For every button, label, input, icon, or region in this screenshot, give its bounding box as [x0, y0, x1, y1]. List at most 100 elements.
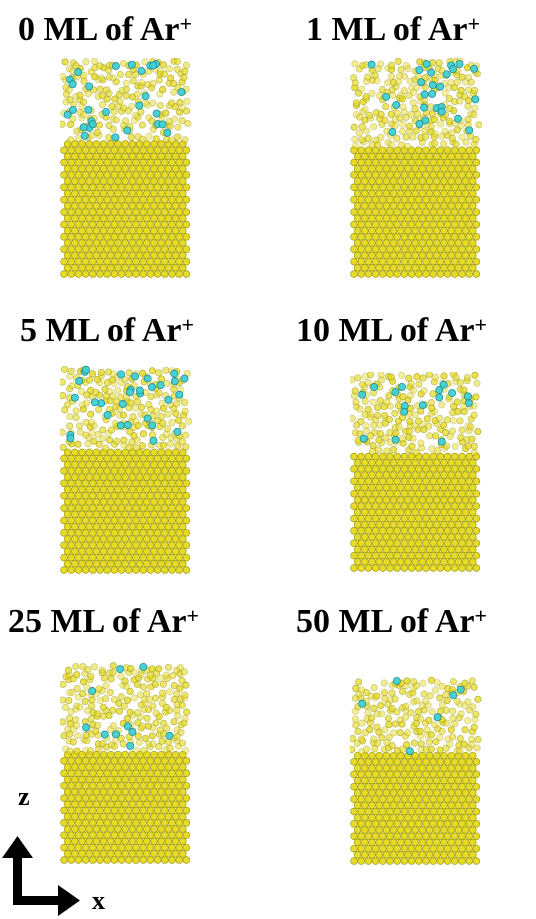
substrate-atom — [161, 454, 169, 463]
substrate-atom — [63, 825, 72, 833]
substrate-atom — [433, 520, 441, 529]
substrate-atom — [357, 782, 365, 791]
substrate-atom — [464, 717, 472, 725]
substrate-atom — [386, 195, 394, 204]
substrate-atom — [368, 558, 376, 566]
argon-ion — [392, 100, 401, 109]
substrate-atom — [356, 405, 364, 413]
argon-ion — [135, 101, 144, 110]
substrate-atom — [103, 566, 111, 574]
substrate-atom — [364, 807, 373, 816]
substrate-atom — [121, 775, 129, 784]
substrate-atom — [429, 477, 437, 486]
substrate-atom — [182, 769, 191, 778]
substrate-atom — [379, 758, 387, 766]
substrate-atom — [72, 407, 80, 415]
substrate-atom — [353, 471, 362, 479]
substrate-atom — [99, 788, 108, 796]
substrate-atom — [103, 541, 111, 549]
substrate-atom — [164, 448, 173, 457]
substrate-atom — [171, 152, 180, 161]
substrate-atom — [469, 177, 477, 185]
substrate-atom — [110, 467, 119, 475]
substrate-atom — [67, 220, 75, 229]
substrate-atom — [92, 775, 101, 784]
substrate-atom — [355, 678, 363, 686]
substrate-atom — [157, 812, 165, 821]
substrate-atom — [351, 60, 359, 68]
substrate-atom — [353, 164, 362, 173]
substrate-atom — [178, 438, 186, 446]
substrate-atom — [413, 83, 421, 91]
substrate-atom — [350, 123, 358, 131]
substrate-atom — [81, 467, 90, 475]
substrate-atom — [71, 473, 79, 481]
substrate-atom — [433, 202, 441, 210]
substrate-atom — [468, 435, 476, 443]
substrate-atom — [161, 856, 169, 864]
substrate-atom — [103, 769, 111, 778]
substrate-atom — [146, 467, 155, 475]
substrate-atom — [465, 195, 473, 204]
substrate-atom — [150, 850, 158, 858]
substrate-atom — [361, 105, 369, 113]
substrate-atom — [419, 679, 427, 687]
substrate-atom — [429, 857, 437, 865]
substrate-atom — [357, 220, 365, 229]
substrate-atom — [182, 794, 191, 802]
substrate-atom — [400, 158, 409, 167]
substrate-atom — [161, 220, 169, 229]
substrate-atom — [175, 856, 183, 864]
substrate-atom — [405, 374, 413, 382]
substrate-atom — [171, 788, 180, 796]
substrate-atom — [85, 560, 93, 568]
substrate-atom — [173, 58, 182, 66]
substrate-atom — [109, 722, 117, 730]
argon-ion — [135, 386, 144, 395]
substrate-atom — [171, 535, 180, 543]
substrate-atom — [440, 471, 448, 479]
substrate-atom — [425, 764, 434, 772]
substrate-atom — [125, 806, 133, 815]
substrate-atom — [379, 452, 387, 461]
substrate-atom — [429, 171, 437, 179]
substrate-atom — [389, 558, 398, 566]
substrate-atom — [179, 164, 187, 173]
slab-render-1ml — [350, 58, 482, 278]
substrate-atom — [106, 688, 114, 696]
substrate-atom — [83, 399, 91, 407]
substrate-atom — [109, 669, 117, 677]
substrate-atom — [465, 782, 473, 791]
substrate-atom — [411, 826, 419, 834]
substrate-atom — [417, 390, 425, 398]
substrate-atom — [400, 489, 409, 498]
substrate-atom — [125, 171, 133, 179]
substrate-atom — [411, 751, 419, 760]
argon-ion — [149, 61, 158, 70]
substrate-atom — [440, 764, 448, 772]
substrate-atom — [411, 214, 419, 223]
substrate-atom — [371, 807, 380, 816]
substrate-atom — [120, 104, 128, 112]
substrate-atom — [110, 491, 119, 500]
substrate-atom — [387, 140, 396, 148]
substrate-atom — [368, 751, 376, 760]
substrate-atom — [422, 770, 430, 779]
substrate-atom — [128, 251, 137, 260]
substrate-atom — [451, 233, 459, 241]
substrate-atom — [74, 158, 83, 167]
substrate-atom — [382, 483, 391, 492]
substrate-atom — [472, 514, 481, 523]
substrate-atom — [361, 496, 369, 504]
substrate-atom — [433, 545, 441, 554]
substrate-atom — [171, 522, 180, 531]
substrate-atom — [173, 400, 181, 408]
substrate-atom — [454, 189, 463, 198]
substrate-atom — [389, 177, 398, 185]
substrate-atom — [458, 514, 466, 523]
argon-ion — [398, 382, 406, 391]
substrate-atom — [81, 697, 89, 705]
substrate-atom — [96, 454, 104, 463]
substrate-atom — [472, 564, 481, 572]
substrate-atom — [400, 539, 409, 547]
